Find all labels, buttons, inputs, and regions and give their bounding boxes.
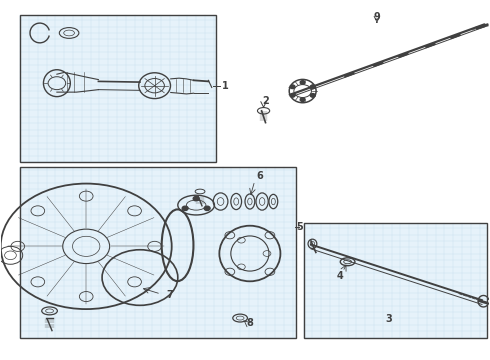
Text: 3: 3: [386, 314, 392, 324]
Circle shape: [290, 94, 295, 97]
Text: 5: 5: [296, 222, 303, 231]
Text: 8: 8: [246, 319, 253, 328]
Circle shape: [300, 98, 305, 102]
Bar: [304, 223, 487, 338]
Bar: [20, 15, 216, 162]
Bar: [20, 167, 296, 338]
Text: 9: 9: [373, 12, 380, 22]
Circle shape: [290, 85, 295, 89]
Text: 4: 4: [337, 271, 343, 281]
Circle shape: [193, 197, 199, 201]
Circle shape: [300, 81, 305, 84]
Circle shape: [310, 94, 315, 97]
Text: 2: 2: [262, 96, 269, 106]
Circle shape: [310, 85, 315, 89]
Text: 6: 6: [256, 171, 263, 181]
Bar: [20, 167, 296, 338]
Text: 1: 1: [221, 81, 228, 91]
Bar: [20, 15, 216, 162]
Text: 7: 7: [167, 291, 173, 301]
Bar: [304, 223, 487, 338]
Circle shape: [204, 206, 210, 211]
Circle shape: [182, 206, 188, 211]
